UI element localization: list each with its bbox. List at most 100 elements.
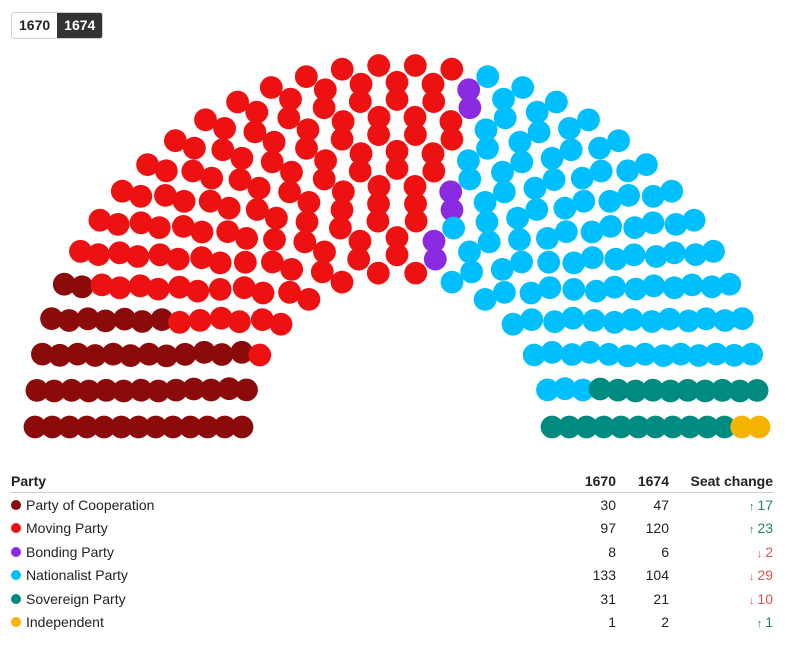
seat-party-of-cooperation: [235, 378, 258, 402]
party-cell: Party of Cooperation: [11, 497, 559, 513]
seat-moving-party: [248, 343, 272, 367]
seat-change-value: 2: [765, 543, 773, 560]
seat-moving-party: [164, 129, 187, 153]
seat-nationalist-party: [616, 344, 639, 368]
seat-nationalist-party: [477, 230, 501, 254]
seat-party-of-cooperation: [161, 415, 185, 439]
seat-party-of-cooperation: [129, 378, 153, 402]
seat-moving-party: [250, 308, 274, 331]
seat-moving-party: [166, 247, 190, 271]
seat-moving-party: [404, 123, 427, 146]
seat-moving-party: [367, 54, 391, 77]
seat-moving-party: [385, 243, 409, 267]
seat-moving-party: [440, 57, 464, 81]
year-toggle-1670[interactable]: 1670: [12, 13, 58, 38]
year-toggle-1674[interactable]: 1674: [57, 13, 103, 38]
party-cell: Moving Party: [11, 520, 559, 536]
seat-moving-party: [404, 209, 428, 233]
seat-bonding-party: [422, 229, 446, 253]
table-row: Bonding Party 8 6 ↓ 2: [11, 540, 773, 564]
seat-moving-party: [108, 241, 132, 265]
seat-moving-party: [87, 243, 110, 266]
seat-nationalist-party: [687, 344, 711, 367]
seat-moving-party: [181, 159, 205, 183]
seat-party-of-cooperation: [40, 307, 63, 330]
seat-nationalist-party: [702, 239, 725, 263]
seat-moving-party: [330, 270, 354, 294]
seat-change: ↑ 23: [669, 520, 773, 536]
seat-nationalist-party: [520, 308, 544, 331]
seat-nationalist-party: [660, 179, 684, 203]
seat-party-of-cooperation: [155, 344, 178, 368]
seat-nationalist-party: [620, 308, 644, 331]
seat-moving-party: [366, 209, 390, 233]
header-1670: 1670: [584, 473, 616, 489]
seat-party-of-cooperation: [94, 309, 117, 333]
seats-1674: 6: [661, 543, 669, 560]
seat-nationalist-party: [523, 176, 547, 200]
seat-nationalist-party: [559, 138, 583, 162]
seat-party-of-cooperation: [57, 309, 81, 332]
seat-moving-party: [110, 179, 134, 203]
seat-nationalist-party: [554, 220, 578, 244]
seat-sovereign-party: [575, 415, 598, 439]
seat-nationalist-party: [506, 206, 529, 230]
seat-moving-party: [421, 72, 445, 96]
table-header: Party 1670 1674 Seat change: [11, 470, 773, 493]
seat-nationalist-party: [662, 276, 686, 300]
seat-bonding-party: [458, 96, 482, 120]
seat-nationalist-party: [694, 307, 718, 331]
seat-nationalist-party: [740, 342, 763, 366]
seat-sovereign-party: [713, 415, 736, 439]
seat-party-of-cooperation: [60, 378, 83, 402]
seat-moving-party: [129, 211, 153, 235]
seat-moving-party: [269, 312, 293, 336]
seat-moving-party: [146, 277, 170, 301]
seat-nationalist-party: [640, 310, 664, 333]
seat-nationalist-party: [491, 160, 514, 184]
seat-moving-party: [233, 250, 257, 274]
seat-nationalist-party: [562, 278, 586, 301]
seat-moving-party: [278, 180, 301, 204]
seat-moving-party: [421, 142, 445, 166]
seat-party-of-cooperation: [196, 415, 219, 439]
party-color-dot: [11, 523, 21, 534]
seat-nationalist-party: [545, 90, 568, 114]
seat-moving-party: [330, 127, 354, 151]
seat-moving-party: [190, 246, 214, 270]
seat-moving-party: [348, 159, 372, 183]
seat-moving-party: [367, 175, 391, 198]
seat-moving-party: [403, 105, 427, 129]
seat-moving-party: [226, 90, 250, 114]
seat-nationalist-party: [493, 280, 516, 304]
seat-nationalist-party: [682, 208, 706, 232]
seat-moving-party: [183, 136, 206, 160]
seat-moving-party: [297, 288, 321, 311]
seat-party-of-cooperation: [144, 415, 168, 439]
seat-bonding-party: [423, 247, 447, 271]
seat-party-of-cooperation: [31, 342, 54, 366]
seat-nationalist-party: [644, 245, 668, 268]
seat-sovereign-party: [661, 415, 685, 439]
seat-nationalist-party: [616, 159, 640, 183]
party-name: Party of Cooperation: [26, 496, 155, 513]
seat-moving-party: [404, 192, 427, 216]
seat-nationalist-party: [604, 247, 628, 271]
seat-nationalist-party: [490, 258, 514, 281]
seat-moving-party: [208, 278, 232, 301]
seat-nationalist-party: [584, 279, 608, 303]
seat-nationalist-party: [501, 312, 525, 336]
seat-nationalist-party: [536, 227, 559, 250]
seat-nationalist-party: [561, 306, 585, 330]
seat-moving-party: [314, 149, 337, 173]
seat-party-of-cooperation: [147, 379, 170, 403]
seat-nationalist-party: [543, 310, 566, 334]
seat-moving-party: [385, 226, 409, 249]
seats-1674: 47: [653, 496, 669, 513]
seat-nationalist-party: [493, 180, 516, 204]
seat-moving-party: [88, 208, 112, 232]
seat-nationalist-party: [641, 211, 665, 235]
seat-moving-party: [367, 192, 390, 216]
seat-moving-party: [403, 54, 427, 77]
seat-nationalist-party: [669, 342, 693, 366]
